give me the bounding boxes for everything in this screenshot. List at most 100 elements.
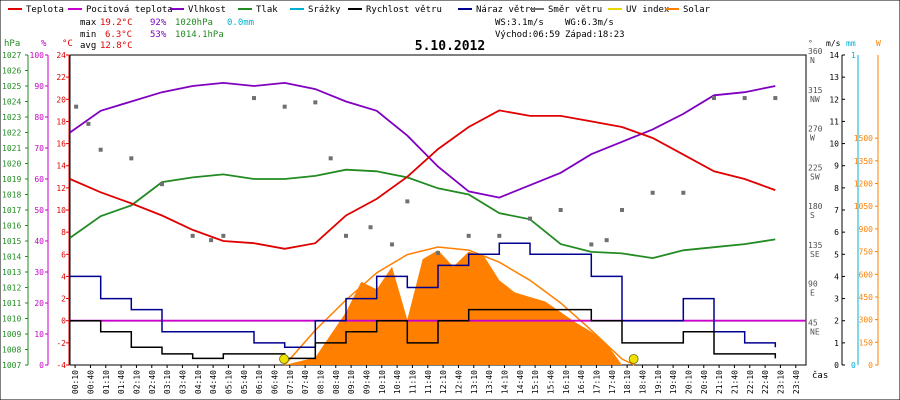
stats-max-hum: 92% bbox=[150, 18, 167, 28]
humidity-tick-label: 0 bbox=[39, 361, 44, 370]
series-sm-r-v-tru-point bbox=[221, 233, 226, 238]
temperature-tick-label: 2 bbox=[61, 295, 66, 304]
temperature-tick-label: 4 bbox=[61, 272, 66, 281]
solar-tick-label: 150 bbox=[859, 338, 874, 347]
wind-tick-label: 0 bbox=[834, 361, 839, 370]
right-axes: °45NE90E135SE180S225SW270W315NW360Nm/s01… bbox=[808, 39, 881, 370]
wind-tick-label: 10 bbox=[829, 140, 839, 149]
wind-tick-label: 1 bbox=[834, 339, 839, 348]
series-vlhkost-line bbox=[69, 81, 776, 199]
pressure-tick-label: 1009 bbox=[2, 330, 21, 339]
legend-label-3: Tlak bbox=[256, 5, 278, 15]
x-tick-label: 17:10 bbox=[592, 370, 601, 394]
x-tick-label: 02:10 bbox=[132, 370, 141, 394]
x-tick-label: 04:40 bbox=[209, 370, 218, 394]
wind-tick-label: 7 bbox=[834, 206, 839, 215]
temperature-tick-label: 14 bbox=[56, 162, 66, 171]
stats-max-label: max bbox=[80, 18, 97, 28]
wind-info: WS:3.1m/s WG:6.3m/s Východ:06:59 Západ:1… bbox=[495, 18, 625, 40]
series-sm-r-v-tru-point bbox=[405, 199, 410, 204]
temperature-tick-label: 22 bbox=[56, 73, 66, 82]
pressure-tick-label: 1008 bbox=[2, 346, 21, 355]
stats-max-press: 1020hPa bbox=[175, 18, 213, 28]
humidity-tick-label: 20 bbox=[34, 299, 44, 308]
direction-compass-label: SW bbox=[810, 172, 820, 181]
x-tick-label: 18:40 bbox=[638, 370, 647, 394]
solar-tick-label: 450 bbox=[859, 293, 874, 302]
pressure-tick-label: 1023 bbox=[2, 113, 21, 122]
series-sm-r-v-tru-point bbox=[368, 225, 373, 230]
series-tlak-line bbox=[69, 168, 776, 260]
solar-tick-label: 300 bbox=[859, 316, 874, 325]
x-tick-label: 10:40 bbox=[393, 370, 402, 394]
legend-label-1: Pocitová teplota bbox=[86, 5, 173, 15]
x-tick-label: 03:10 bbox=[163, 370, 172, 394]
series-sm-r-v-tru-point bbox=[390, 242, 394, 247]
temperature-tick-label: 8 bbox=[61, 228, 66, 237]
x-tick-label: 15:10 bbox=[531, 370, 540, 394]
x-tick-label: 06:10 bbox=[255, 370, 264, 394]
daily-stats: max 19.2°C 92% 1020hPa 0.0mm min 6.3°C 5… bbox=[80, 18, 254, 51]
pressure-tick-label: 1017 bbox=[2, 206, 21, 215]
wind-tick-label: 3 bbox=[834, 295, 839, 304]
stats-max-temp: 19.2°C bbox=[100, 18, 133, 28]
x-tick-label: 23:40 bbox=[792, 370, 801, 394]
x-tick-label: 08:10 bbox=[316, 370, 325, 394]
series-sm-r-v-tru-point bbox=[436, 251, 440, 256]
wind-tick-label: 2 bbox=[834, 317, 839, 326]
solar-tick-label: 1050 bbox=[854, 202, 873, 211]
series-sm-r-v-tru-point bbox=[313, 100, 318, 105]
direction-compass-label: S bbox=[810, 211, 815, 220]
rain-axis-unit: mm bbox=[846, 39, 856, 48]
x-tick-label: 05:10 bbox=[224, 370, 233, 394]
wind-tick-label: 5 bbox=[834, 250, 839, 259]
wind-tick-label: 12 bbox=[829, 95, 839, 104]
series-sm-r-v-tru-point bbox=[98, 147, 103, 152]
x-tick-label: 00:40 bbox=[86, 370, 95, 394]
series-sm-r-v-tru-point bbox=[650, 190, 655, 195]
direction-compass-label: N bbox=[810, 56, 815, 65]
series-sm-r-v-tru-point bbox=[209, 238, 214, 243]
legend-label-8: UV index bbox=[626, 5, 670, 15]
x-tick-label: 09:10 bbox=[347, 370, 356, 394]
wind-gust-max: WG:6.3m/s bbox=[565, 18, 614, 28]
pressure-tick-label: 1020 bbox=[2, 160, 21, 169]
direction-tick-label: 315 bbox=[808, 86, 823, 95]
temperature-tick-label: -2 bbox=[56, 339, 66, 348]
x-tick-label: 07:10 bbox=[286, 370, 295, 394]
wind-tick-label: 8 bbox=[834, 184, 839, 193]
direction-compass-label: W bbox=[810, 134, 815, 143]
x-tick-label: 00:10 bbox=[71, 370, 80, 394]
direction-compass-label: SE bbox=[810, 250, 820, 259]
direction-tick-label: 180 bbox=[808, 202, 823, 211]
series-sm-r-v-tru-point bbox=[604, 238, 609, 243]
legend: Teplota Pocitová teplota Vlhkost Tlak Srážky… bbox=[8, 5, 711, 15]
x-tick-label: 05:40 bbox=[240, 370, 249, 394]
series-sm-r-v-tru-point bbox=[86, 121, 91, 126]
solar-tick-label: 1500 bbox=[854, 134, 873, 143]
x-tick-label: 11:10 bbox=[408, 370, 417, 394]
legend-label-4: Srážky bbox=[308, 5, 341, 15]
temperature-tick-label: 20 bbox=[56, 95, 66, 104]
series-sm-r-v-tru-point bbox=[252, 96, 256, 101]
series-n-raz-v-tru-line bbox=[70, 242, 777, 349]
solar-tick-label: 1200 bbox=[854, 180, 873, 189]
series-sm-r-v-tru-point bbox=[344, 233, 348, 238]
legend-label-9: Solar bbox=[683, 5, 711, 15]
direction-compass-label: E bbox=[810, 289, 815, 298]
x-tick-label: 12:40 bbox=[454, 370, 463, 394]
direction-tick-label: 135 bbox=[808, 241, 823, 250]
wind-tick-label: 14 bbox=[829, 51, 839, 60]
x-tick-label: 22:40 bbox=[761, 370, 770, 394]
series-sm-r-v-tru-point bbox=[160, 182, 164, 187]
temperature-tick-label: 24 bbox=[56, 51, 66, 60]
pressure-tick-label: 1007 bbox=[2, 361, 21, 370]
stats-min-hum: 53% bbox=[150, 30, 167, 40]
solar-tick-label: 900 bbox=[859, 225, 874, 234]
x-axis-unit: čas bbox=[812, 370, 828, 381]
series-sm-r-v-tru-point bbox=[712, 96, 716, 101]
pressure-tick-label: 1014 bbox=[2, 253, 21, 262]
sunrise-time: Východ:06:59 bbox=[495, 30, 560, 40]
x-tick-label: 13:10 bbox=[470, 370, 479, 394]
x-tick-label: 01:10 bbox=[102, 370, 111, 394]
